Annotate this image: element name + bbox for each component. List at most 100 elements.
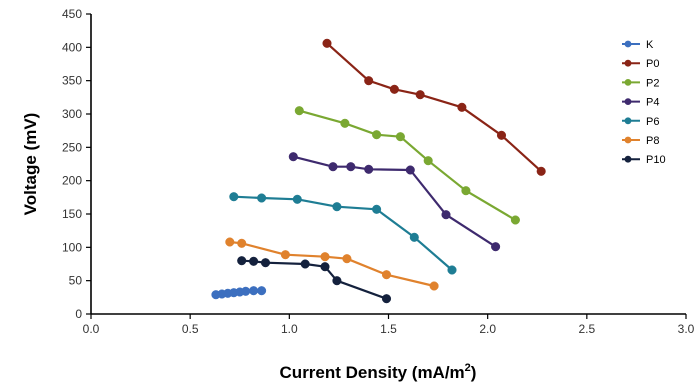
- data-point-p4-2: [346, 162, 356, 172]
- data-point-p0-5: [496, 130, 507, 140]
- series-p8: [225, 237, 439, 291]
- legend-item-p8: P8: [622, 135, 659, 147]
- y-tick-label-350: 350: [62, 74, 82, 88]
- data-point-p4-6: [491, 242, 501, 252]
- data-point-p4-4: [405, 165, 415, 175]
- y-tick-label-0: 0: [75, 307, 82, 321]
- legend-marker-p0: [624, 59, 632, 67]
- legend-item-p10: P10: [622, 154, 666, 166]
- legend-label-k: K: [646, 39, 654, 51]
- series-k: [211, 286, 267, 300]
- data-point-p6-0: [229, 192, 239, 202]
- x-tick-label-1-5: 1.5: [380, 322, 397, 336]
- y-tick-label-50: 50: [69, 274, 83, 288]
- data-point-k-7: [257, 286, 267, 296]
- legend-label-p6: P6: [646, 116, 659, 128]
- data-point-p6-2: [292, 194, 302, 204]
- x-tick-label-2-5: 2.5: [578, 322, 595, 336]
- data-point-p6-3: [332, 202, 342, 212]
- data-point-p2-0: [294, 106, 304, 116]
- series-p0: [322, 38, 546, 176]
- data-point-p4-0: [288, 152, 298, 162]
- data-point-p10-4: [320, 262, 330, 272]
- data-point-p8-1: [237, 238, 247, 248]
- data-point-p6-6: [447, 265, 457, 275]
- legend-marker-p10: [624, 155, 632, 163]
- data-point-p6-4: [372, 204, 382, 214]
- series-p4: [288, 152, 501, 252]
- x-axis-title-superscript: 2: [465, 362, 471, 374]
- legend-item-k: K: [622, 39, 654, 51]
- x-tick-label-2-0: 2.0: [479, 322, 496, 336]
- y-tick-label-250: 250: [62, 140, 82, 154]
- data-point-p8-6: [429, 281, 439, 291]
- x-tick-label-0-5: 0.5: [182, 322, 199, 336]
- axes-layer: [90, 14, 686, 315]
- legend: K P0 P2 P4 P6 P8 P10: [622, 39, 666, 166]
- series-p2: [294, 106, 520, 225]
- data-point-p8-3: [320, 252, 330, 262]
- data-point-p4-5: [441, 210, 451, 220]
- data-point-p2-1: [340, 118, 350, 128]
- legend-label-p0: P0: [646, 58, 659, 70]
- data-point-p6-5: [409, 232, 419, 242]
- data-point-p0-1: [364, 76, 374, 86]
- y-tick-label-100: 100: [62, 240, 82, 254]
- data-point-p6-1: [257, 193, 267, 203]
- data-point-p2-3: [395, 132, 405, 142]
- legend-label-p4: P4: [646, 97, 659, 109]
- data-point-p4-1: [328, 162, 338, 172]
- series-line-p0: [325, 42, 543, 173]
- data-point-p2-6: [510, 215, 520, 225]
- x-ticks-layer: 0.0 0.5 1.0 1.5 2.0 2.5 3.0: [83, 314, 695, 336]
- y-axis-title: Voltage (mV): [21, 113, 40, 216]
- legend-marker-p6: [624, 117, 632, 125]
- legend-item-p6: P6: [622, 116, 659, 128]
- legend-marker-p2: [624, 79, 632, 86]
- series-p10: [237, 256, 392, 304]
- data-point-p8-4: [342, 254, 352, 264]
- data-point-k-6: [249, 286, 259, 296]
- y-tick-label-400: 400: [62, 40, 82, 54]
- series-line-p4: [292, 155, 497, 248]
- x-axis-title-main: Current Density (mA/m: [280, 363, 465, 382]
- legend-item-p0: P0: [622, 58, 659, 70]
- data-point-p2-4: [423, 156, 433, 166]
- legend-marker-p8: [624, 136, 632, 144]
- data-point-p8-5: [381, 270, 392, 280]
- data-point-p8-0: [225, 237, 235, 247]
- y-ticks-layer: 0 50 100 150 200 250 300 350 400 450: [62, 7, 91, 321]
- x-tick-label-1-0: 1.0: [281, 322, 298, 336]
- data-point-p0-6: [536, 166, 546, 176]
- x-axis-title: Current Density (mA/m2): [280, 362, 477, 382]
- legend-label-p8: P8: [646, 135, 659, 147]
- x-tick-label-3-0: 3.0: [678, 322, 695, 336]
- data-point-p0-2: [389, 84, 399, 94]
- data-point-p10-5: [332, 276, 342, 286]
- y-tick-label-200: 200: [62, 174, 82, 188]
- legend-marker-k: [624, 40, 632, 48]
- data-point-p10-3: [300, 259, 310, 269]
- data-point-p8-2: [280, 250, 290, 260]
- data-point-p4-3: [364, 164, 374, 174]
- x-axis-title-suffix: ): [471, 363, 477, 382]
- series-p6: [229, 192, 457, 275]
- x-tick-label-0-0: 0.0: [83, 322, 100, 336]
- y-tick-label-450: 450: [62, 7, 82, 21]
- data-point-p10-1: [249, 256, 259, 266]
- series-line-p8: [228, 240, 436, 288]
- legend-marker-p4: [624, 98, 632, 105]
- data-point-p0-4: [457, 102, 467, 112]
- y-tick-label-150: 150: [62, 207, 82, 221]
- legend-label-p2: P2: [646, 77, 659, 89]
- legend-item-p2: P2: [622, 77, 659, 89]
- data-point-p10-6: [381, 294, 392, 304]
- series-layer: [211, 38, 546, 304]
- data-point-p0-3: [415, 90, 425, 100]
- data-point-p10-2: [260, 258, 271, 268]
- data-point-p0-0: [322, 38, 332, 48]
- legend-label-p10: P10: [646, 154, 666, 166]
- data-point-k-5: [241, 286, 251, 296]
